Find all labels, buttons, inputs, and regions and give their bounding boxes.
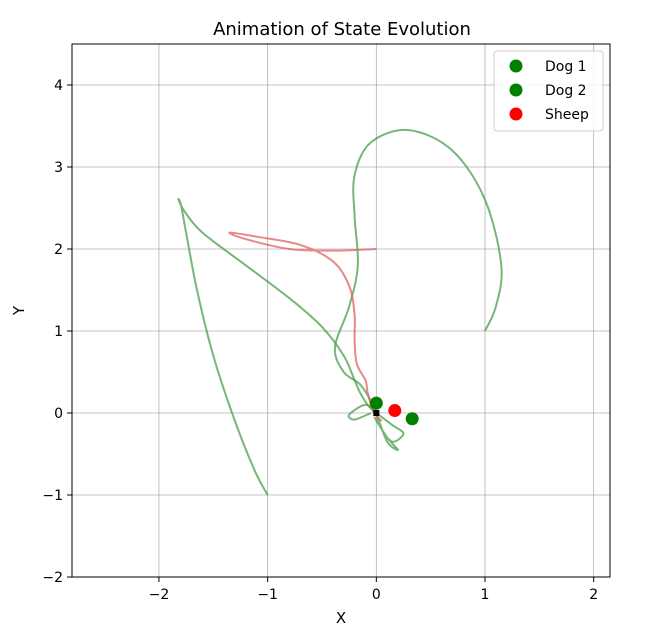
legend-sheep-swatch [509,107,523,121]
legend-dog-2-swatch [509,83,523,97]
x-tick-label: −1 [257,587,278,603]
y-tick-label: 3 [54,160,63,176]
x-tick-label: 1 [481,587,490,603]
sheep-marker [388,404,402,418]
legend-dog-2-label: Dog 2 [545,83,587,99]
y-axis-label: Y [10,305,28,316]
position-markers [369,396,419,426]
legend-sheep-label: Sheep [545,107,589,123]
y-tick-label: 4 [54,78,63,94]
dog-2-marker [405,412,419,426]
trail-line-1 [177,198,378,496]
y-tick-label: 0 [54,406,63,422]
x-axis-label: X [336,609,346,627]
x-tick-label: 2 [589,587,598,603]
chart-title: Animation of State Evolution [213,19,471,40]
dog-1-marker [369,396,383,410]
trail-line-2 [333,128,503,414]
trail-lines [177,128,503,496]
x-tick-label: −2 [149,587,170,603]
legend-dog-1-label: Dog 1 [545,59,587,75]
plot-frame [71,43,611,578]
y-tick-label: −2 [42,570,63,586]
y-tick-label: 1 [54,324,63,340]
y-tick-label: 2 [54,242,63,258]
x-tick-label: 0 [372,587,381,603]
origin-marker [373,410,380,416]
trail-line-3 [347,403,405,451]
legend-dog-1-swatch [509,59,523,73]
y-tick-label: −1 [42,488,63,504]
legend: Dog 1 Dog 2 Sheep [493,50,604,132]
trail-line-4 [228,231,383,422]
axis-ticks: −2 −1 0 1 2 −2 −1 0 1 2 3 4 [42,78,598,603]
grid-lines [72,44,610,578]
